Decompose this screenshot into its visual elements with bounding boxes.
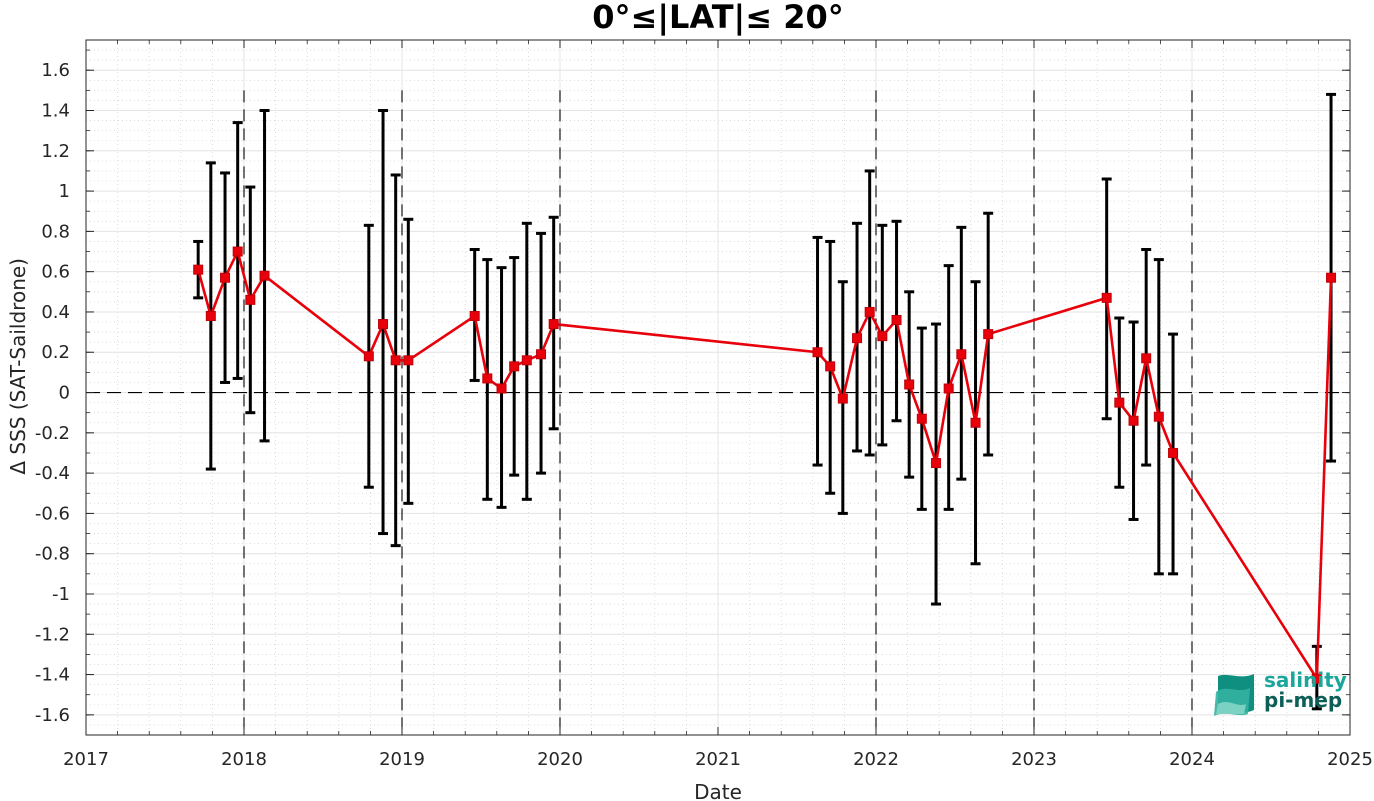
y-tick-label: -0.6: [35, 503, 70, 524]
y-tick-label: -1.4: [35, 665, 70, 686]
y-axis-label: Δ SSS (SAT-Saildrone): [6, 258, 30, 475]
data-point-marker: [825, 361, 836, 372]
axis-ticks: [85, 40, 1351, 736]
data-point-marker: [1326, 272, 1337, 283]
x-tick-label: 2017: [63, 749, 109, 770]
y-tick-label: -1: [52, 584, 70, 605]
data-point-marker: [469, 310, 480, 321]
data-point-marker: [956, 349, 967, 360]
data-point-marker: [496, 383, 507, 394]
salinity-pi-mep-logo: salinity pi-mep: [1214, 668, 1347, 716]
x-tick-labels: 2017 2018 2019 2020 2021 2022 2023 2024 2025: [63, 749, 1373, 770]
data-point-marker: [536, 349, 547, 360]
data-point-marker: [983, 329, 994, 340]
data-point-marker: [193, 264, 204, 275]
data-point-marker: [904, 379, 915, 390]
data-point-marker: [1101, 292, 1112, 303]
data-point-marker: [916, 413, 927, 424]
data-point-marker: [378, 319, 389, 330]
y-tick-label: 0.2: [41, 342, 70, 363]
x-tick-label: 2019: [379, 749, 425, 770]
x-axis-label: Date: [694, 780, 742, 801]
major-grid: [85, 40, 1351, 735]
logo-text-salinity: salinity: [1264, 668, 1347, 692]
logo-wave-icon: [1214, 674, 1254, 716]
data-point-marker: [891, 315, 902, 326]
data-point-marker: [1141, 353, 1152, 364]
x-tick-label: 2022: [853, 749, 899, 770]
y-tick-label: 0.8: [41, 221, 70, 242]
data-point-marker: [521, 355, 532, 366]
error-bars: [193, 92, 1337, 711]
year-marker-lines: [243, 90, 1193, 735]
data-point-marker: [943, 383, 954, 394]
y-tick-label: 1.2: [41, 141, 70, 162]
data-point-marker: [852, 333, 863, 344]
data-point-marker: [1114, 397, 1125, 408]
data-point-marker: [864, 306, 875, 317]
data-point-marker: [205, 310, 216, 321]
y-tick-labels: -1.6 -1.4 -1.2 -1 -0.8 -0.6 -0.4 -0.2 0 0.2 0.4 0.6…: [35, 60, 70, 726]
logo-text-pi-mep: pi-mep: [1264, 688, 1342, 712]
data-point-marker: [220, 272, 231, 283]
data-point-marker: [1168, 447, 1179, 458]
y-tick-label: 1.6: [41, 60, 70, 81]
data-point-marker: [812, 347, 823, 358]
data-point-marker: [837, 393, 848, 404]
data-point-marker: [245, 294, 256, 305]
data-point-marker: [970, 417, 981, 428]
data-point-marker: [877, 331, 888, 342]
data-point-marker: [1311, 673, 1322, 684]
y-tick-label: 1: [59, 181, 70, 202]
data-point-marker: [1128, 415, 1139, 426]
x-tick-label: 2023: [1011, 749, 1057, 770]
data-point-marker: [363, 351, 374, 362]
y-tick-label: 0: [59, 383, 70, 404]
chart-title: 0°≤|LAT|≤ 20°: [592, 0, 843, 37]
x-tick-label: 2020: [537, 749, 583, 770]
y-tick-label: -0.4: [35, 463, 70, 484]
data-point-marker: [931, 458, 942, 469]
y-tick-label: -0.2: [35, 423, 70, 444]
x-tick-label: 2018: [221, 749, 267, 770]
y-tick-label: -1.6: [35, 705, 70, 726]
data-point-marker: [259, 270, 270, 281]
data-point-marker: [1153, 411, 1164, 422]
data-point-marker: [390, 355, 401, 366]
x-tick-label: 2021: [695, 749, 741, 770]
y-tick-label: 0.6: [41, 262, 70, 283]
data-point-marker: [509, 361, 520, 372]
logo-wave-light: [1216, 702, 1246, 714]
data-point-marker: [403, 355, 414, 366]
x-tick-label: 2025: [1327, 749, 1373, 770]
y-tick-label: 0.4: [41, 302, 70, 323]
data-point-marker: [482, 373, 493, 384]
data-point-marker: [548, 319, 559, 330]
x-tick-label: 2024: [1169, 749, 1215, 770]
series-markers: [193, 246, 1337, 684]
data-point-marker: [232, 246, 243, 257]
y-tick-label: 1.4: [41, 101, 70, 122]
y-tick-label: -1.2: [35, 624, 70, 645]
y-tick-label: -0.8: [35, 544, 70, 565]
